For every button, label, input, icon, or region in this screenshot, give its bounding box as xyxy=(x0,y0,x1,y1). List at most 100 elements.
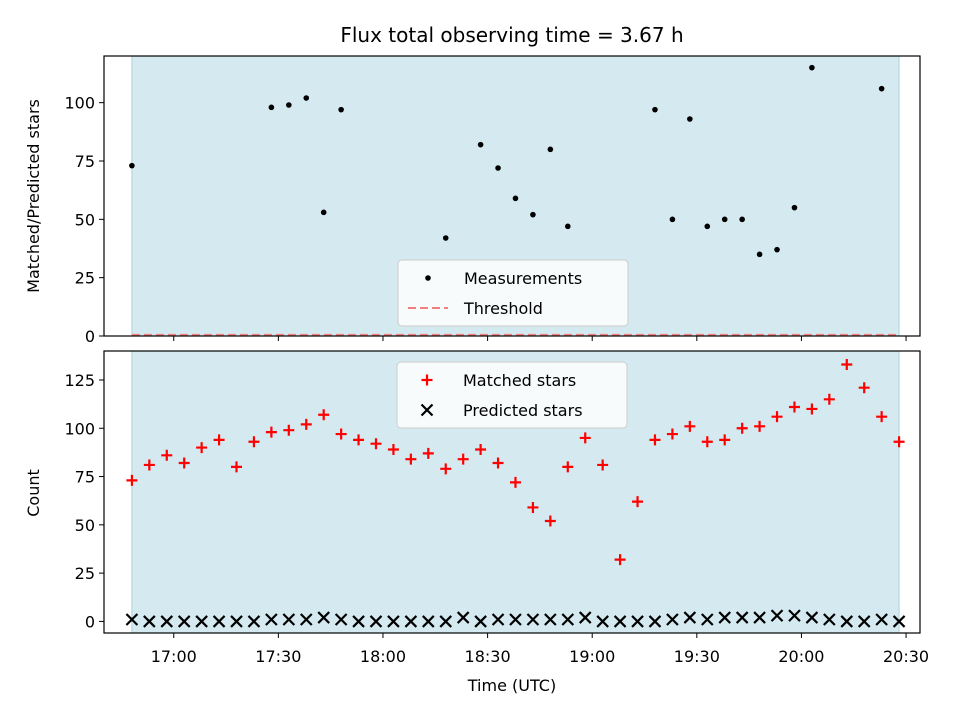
predicted-star-marker xyxy=(701,613,714,626)
measurement-point xyxy=(791,204,798,211)
matched-star-marker xyxy=(841,359,853,371)
predicted-star-marker xyxy=(823,613,836,626)
predicted-star-marker xyxy=(143,615,156,628)
predicted-star-marker xyxy=(544,613,557,626)
matched-star-marker xyxy=(666,428,678,440)
y-tick-label: 75 xyxy=(75,152,95,171)
x-tick-label: 19:00 xyxy=(569,647,615,666)
measurement-point xyxy=(547,146,554,153)
predicted-star-marker xyxy=(788,609,801,622)
matched-star-marker xyxy=(161,449,173,461)
predicted-star-marker xyxy=(230,615,243,628)
matched-star-marker xyxy=(300,418,312,430)
bottom-panel: 0 25 50 75 100 125 17:00 17:30 18:00 18:30 19:00 19… xyxy=(64,350,929,666)
measurement-point xyxy=(774,246,780,253)
predicted-star-marker xyxy=(212,615,226,628)
y-tick-label: 100 xyxy=(64,419,95,438)
matched-star-marker xyxy=(579,432,591,444)
measurement-point xyxy=(495,165,501,171)
predicted-star-marker xyxy=(613,615,627,628)
matched-star-marker xyxy=(701,436,713,448)
measurement-point xyxy=(338,106,344,113)
x-tick-label: 20:00 xyxy=(778,647,824,666)
matched-star-marker xyxy=(893,436,905,448)
matched-star-marker xyxy=(858,382,870,394)
matched-star-marker xyxy=(370,438,382,450)
y-tick-label: 25 xyxy=(75,269,95,288)
measurement-point xyxy=(303,95,310,101)
predicted-star-marker xyxy=(561,613,575,626)
x-tick-label: 17:00 xyxy=(151,647,197,666)
y-tick-label: 0 xyxy=(85,612,95,631)
predicted-star-marker xyxy=(596,615,609,628)
legend-label: Predicted stars xyxy=(463,401,583,420)
predicted-star-marker xyxy=(578,611,592,624)
measurement-point xyxy=(687,116,693,122)
matched-star-marker xyxy=(387,444,399,456)
measurement-point xyxy=(878,85,885,92)
matched-star-marker xyxy=(771,411,783,423)
matched-star-marker xyxy=(475,444,487,456)
legend-key-predicted xyxy=(420,403,434,417)
predicted-star-marker xyxy=(805,611,819,624)
matched-star-marker xyxy=(335,428,347,440)
matched-star-marker xyxy=(719,434,731,446)
predicted-star-marker xyxy=(875,613,888,626)
predicted-star-marker xyxy=(683,611,697,624)
predicted-star-marker xyxy=(299,613,313,626)
predicted-star-marker xyxy=(247,615,261,628)
matched-star-marker xyxy=(196,442,208,454)
matched-star-marker xyxy=(405,453,417,465)
matched-star-marker xyxy=(562,461,574,473)
matched-star-marker xyxy=(597,459,609,471)
matched-star-marker xyxy=(353,434,365,446)
axes-frame xyxy=(103,55,921,337)
matched-star-marker xyxy=(440,463,452,475)
matched-star-marker xyxy=(509,476,521,488)
predicted-star-marker xyxy=(195,615,208,628)
y-tick-label: 50 xyxy=(75,210,95,229)
matched-star-marker xyxy=(823,393,835,405)
predicted-star-marker xyxy=(352,615,365,628)
predicted-star-marker xyxy=(387,615,400,628)
matched-star-marker xyxy=(876,411,888,423)
matched-star-marker xyxy=(736,422,748,434)
predicted-star-marker xyxy=(526,613,540,626)
measurement-point xyxy=(512,195,519,202)
predicted-star-marker xyxy=(735,611,749,624)
legend-label: Matched stars xyxy=(463,371,576,390)
measurement-point xyxy=(652,106,658,113)
x-axis-label: Time (UTC) xyxy=(467,676,556,695)
measurement-point xyxy=(809,64,815,71)
measurement-point xyxy=(669,216,676,223)
predicted-star-marker xyxy=(857,615,871,628)
predicted-star-marker xyxy=(648,615,662,628)
predicted-star-marker xyxy=(160,615,174,628)
predicted-star-marker xyxy=(474,615,487,628)
matched-star-marker xyxy=(492,457,504,469)
x-tick-label: 19:30 xyxy=(674,647,720,666)
matched-star-marker xyxy=(265,426,277,438)
predicted-star-marker xyxy=(265,613,278,626)
matched-star-marker xyxy=(422,447,434,459)
matched-star-marker xyxy=(614,554,626,566)
predicted-star-marker xyxy=(753,611,766,624)
chart-title: Flux total observing time = 3.67 h xyxy=(340,23,683,47)
predicted-star-marker xyxy=(422,615,435,628)
matched-star-marker xyxy=(126,474,138,486)
matched-star-marker xyxy=(213,434,225,446)
predicted-star-marker xyxy=(892,615,906,628)
measurement-point xyxy=(721,216,728,223)
matched-star-marker xyxy=(632,496,644,508)
predicted-star-marker xyxy=(631,615,644,628)
matched-star-marker xyxy=(178,457,190,469)
matched-star-marker xyxy=(788,401,800,413)
measurement-point xyxy=(268,104,275,111)
predicted-star-marker xyxy=(491,613,505,626)
y-tick-label: 50 xyxy=(75,516,95,535)
legend-box xyxy=(396,361,628,429)
matched-star-marker xyxy=(684,420,696,432)
matched-star-marker xyxy=(248,436,260,448)
predicted-star-marker xyxy=(334,613,348,626)
